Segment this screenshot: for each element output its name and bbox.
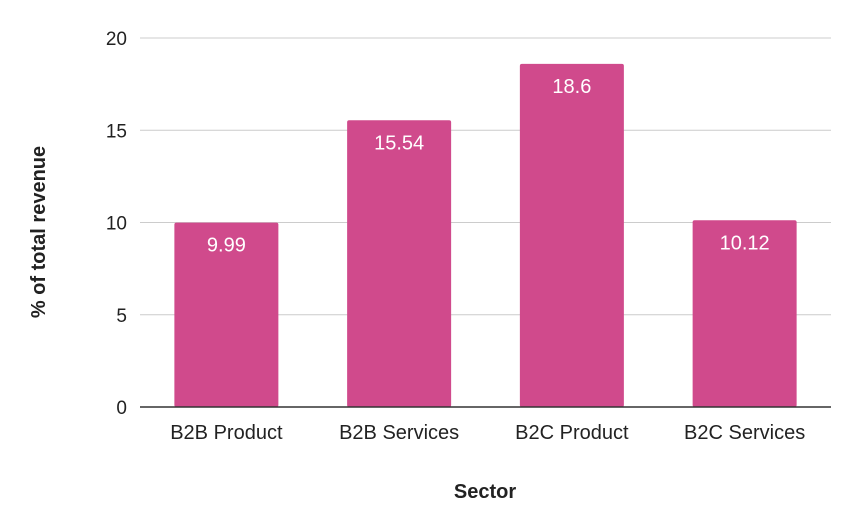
y-tick-label: 15 (106, 121, 127, 142)
x-category-label: B2B Services (339, 422, 459, 444)
bars (174, 63, 797, 408)
bar-value-label: 10.12 (720, 232, 770, 254)
y-tick-labels: 0 5 10 15 20 (106, 29, 127, 419)
y-axis-title: % of total revenue (28, 146, 50, 318)
bar-value-label: 18.6 (552, 76, 591, 98)
x-category-labels: B2B Product B2B Services B2C Product B2C Se… (170, 422, 805, 444)
x-category-label: B2C Product (515, 422, 629, 444)
x-axis-title: Sector (454, 481, 516, 503)
data-labels: 9.99 15.54 18.6 10.12 (207, 76, 770, 257)
y-tick-label: 10 (106, 214, 127, 235)
y-tick-label: 20 (106, 29, 127, 50)
x-category-label: B2C Services (684, 422, 805, 444)
bar-value-label: 15.54 (374, 132, 424, 154)
x-category-label: B2B Product (170, 422, 283, 444)
bar-value-label: 9.99 (207, 235, 246, 257)
bar (692, 220, 797, 407)
y-tick-label: 0 (116, 398, 127, 419)
y-tick-label: 5 (116, 306, 127, 327)
bar (347, 120, 452, 408)
bar (519, 63, 624, 408)
bar (174, 222, 279, 407)
